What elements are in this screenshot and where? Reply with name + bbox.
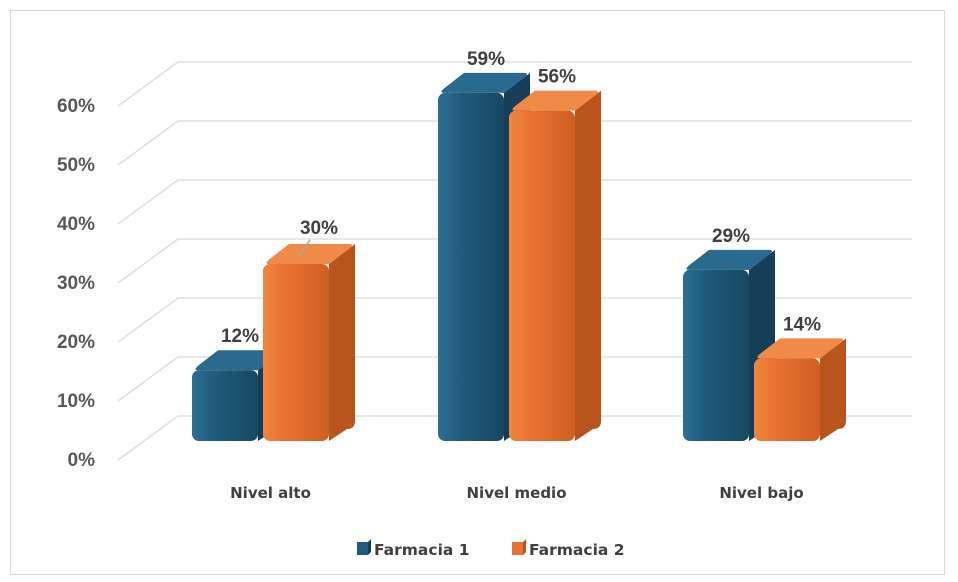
gridline (117, 297, 912, 343)
y-tick-label: 30% (57, 273, 95, 294)
y-tick-label: 40% (57, 214, 95, 235)
legend-label: Farmacia 1 (374, 541, 470, 559)
bar-side (329, 244, 355, 441)
bar-front (509, 110, 575, 441)
y-tick-label: 0% (68, 450, 96, 471)
bar-side (820, 338, 846, 441)
bar (509, 90, 601, 441)
gridline (117, 415, 912, 461)
bars (192, 72, 846, 442)
legend-swatch-side (368, 539, 371, 555)
legend-item: Farmacia 1 (357, 539, 470, 559)
y-axis-ticks: 0% 10% 20% 30% 40% 50% 60% (57, 96, 95, 471)
y-tick-label: 20% (57, 332, 95, 353)
data-label: 59% (467, 49, 505, 70)
gridline (117, 238, 912, 284)
bar-side (575, 90, 601, 441)
bar-front (263, 264, 329, 441)
bar (754, 338, 846, 441)
gridline (117, 356, 912, 402)
bar-front (683, 269, 749, 441)
legend-swatch (357, 542, 368, 555)
bar-top (266, 244, 352, 264)
data-labels: 12% 30% 59% 56% 29% 14% (221, 49, 821, 347)
legend-label: Farmacia 2 (529, 541, 625, 559)
bar-top (195, 350, 281, 371)
data-label: 29% (712, 226, 750, 247)
data-label: 56% (538, 67, 576, 88)
x-axis-categories: Nivel alto Nivel medio Nivel bajo (230, 484, 804, 502)
bar-top (512, 90, 598, 111)
legend: Farmacia 1 Farmacia 2 (357, 539, 625, 559)
bar-front (754, 358, 820, 441)
legend-swatch (512, 542, 523, 555)
legend-swatch-side (523, 539, 526, 555)
bar-front (192, 370, 258, 441)
data-label: 30% (300, 218, 338, 239)
legend-item: Farmacia 2 (512, 539, 625, 559)
data-label: 14% (783, 314, 821, 335)
data-label: 12% (221, 326, 259, 347)
bar-top (757, 338, 843, 359)
category-label: Nivel alto (230, 484, 311, 502)
gridline (117, 179, 912, 225)
y-tick-label: 10% (57, 391, 95, 412)
y-tick-label: 60% (57, 96, 95, 117)
bar (263, 244, 355, 441)
gridline (117, 120, 912, 166)
bar-top (441, 72, 527, 93)
leader-line (296, 239, 311, 259)
category-label: Nivel bajo (719, 484, 803, 502)
y-tick-label: 50% (57, 155, 95, 176)
category-label: Nivel medio (467, 484, 567, 502)
gridlines (117, 61, 912, 461)
bar-top (686, 249, 772, 270)
gridline (117, 61, 912, 107)
bar-front (438, 92, 504, 442)
